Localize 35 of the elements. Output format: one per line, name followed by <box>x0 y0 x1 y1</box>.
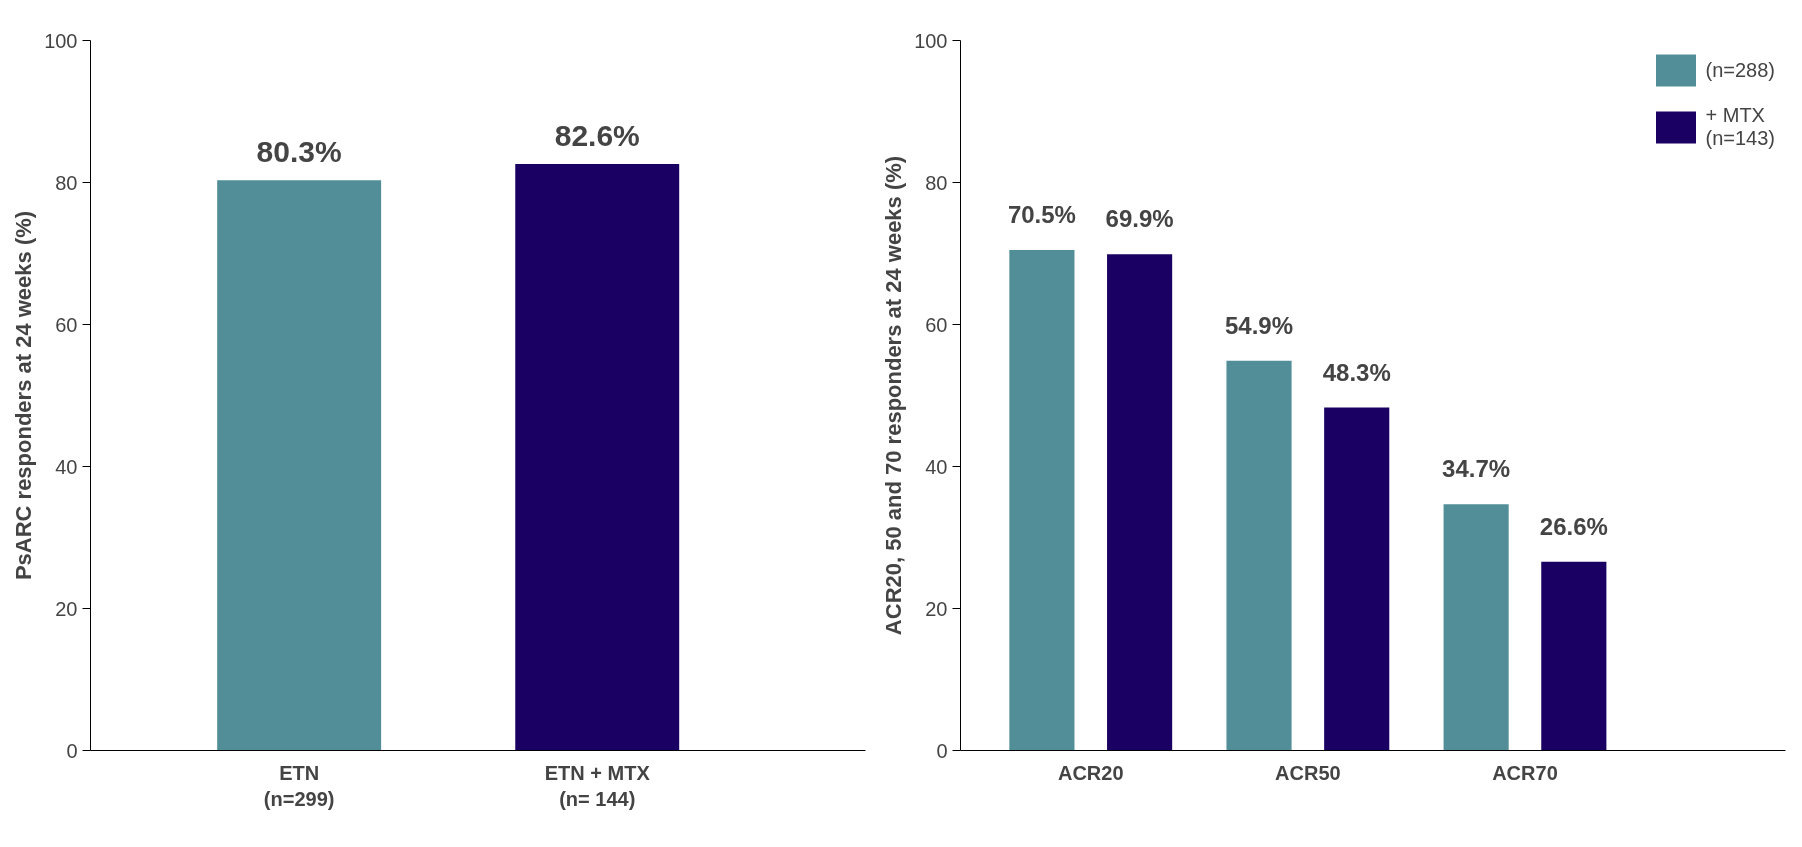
data-label: 54.9% <box>1224 311 1294 339</box>
bar <box>1226 360 1292 751</box>
x-tick-label: ACR20 <box>1057 761 1124 784</box>
x-tick-label: ETN + MTX (n= 144) <box>544 761 651 810</box>
y-tick-label: 20 <box>925 597 948 620</box>
y-tick-label: 20 <box>55 597 78 620</box>
y-tick-label: 40 <box>925 455 948 478</box>
y-tick-label: 60 <box>925 313 948 336</box>
y-tick-label: 100 <box>914 29 948 52</box>
data-label: 34.7% <box>1442 455 1511 483</box>
y-tick-label: 0 <box>66 739 78 762</box>
bar <box>1541 561 1607 751</box>
bar <box>1324 407 1390 751</box>
y-tick-label: 60 <box>55 313 78 336</box>
x-tick-label: ACR70 <box>1492 761 1558 784</box>
x-tick-label: ETN (n=299) <box>263 761 335 810</box>
y-tick-label: 80 <box>925 171 948 194</box>
data-label: 82.6% <box>554 119 640 153</box>
data-label: 26.6% <box>1539 512 1608 540</box>
legend-label: + MTX (n=143) <box>1705 104 1775 150</box>
legend-label: (n=288) <box>1705 58 1775 82</box>
data-label: 70.5% <box>1007 200 1076 228</box>
data-label: 69.9% <box>1105 205 1174 233</box>
data-label: 80.3% <box>256 135 342 169</box>
y-tick-label: 100 <box>44 29 78 52</box>
y-axis-title: ACR20, 50 and 70 responders at 24 weeks (%) <box>881 155 907 636</box>
bar <box>1107 254 1173 751</box>
y-tick-label: 0 <box>936 739 948 762</box>
y-axis-title: PsARC responders at 24 weeks (%) <box>11 210 37 581</box>
data-label: 48.3% <box>1322 358 1391 386</box>
y-tick-label: 40 <box>55 455 78 478</box>
bar <box>1009 249 1075 751</box>
x-tick-label: ACR50 <box>1275 761 1341 784</box>
bar <box>1443 504 1509 751</box>
y-tick-label: 80 <box>55 171 78 194</box>
